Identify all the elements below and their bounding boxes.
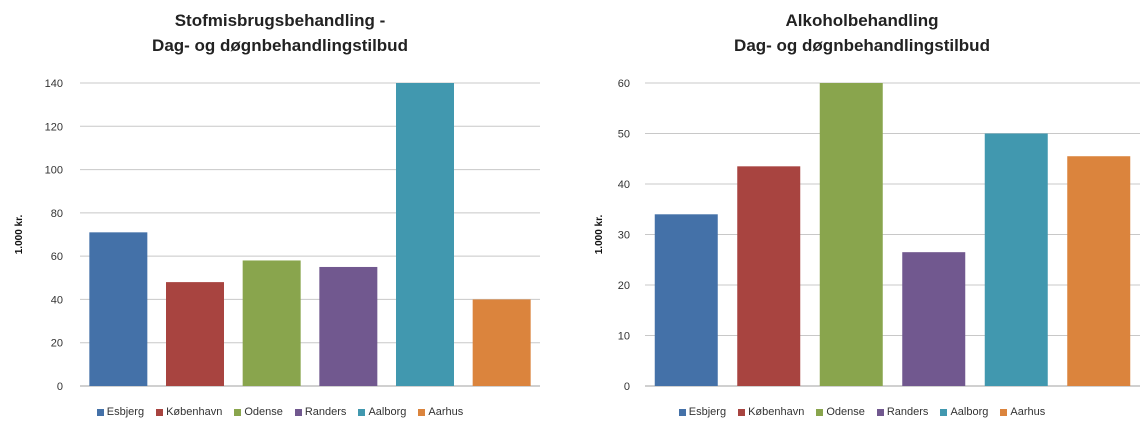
legend-item: København [156,406,222,418]
y-axis-label: 1.000 kr. [594,215,605,255]
legend-swatch [358,408,366,416]
bar-aalborg [984,133,1048,386]
bar-randers [902,252,966,386]
bar-aarhus [1067,156,1131,386]
bar-kobenhavn [737,166,801,386]
bar-chart-alkohol: 0 10 20 30 40 50 60 1.000 kr. [594,78,1140,393]
chart-title-line-1: Alkoholbehandling [785,11,939,30]
legend-swatch [418,408,426,416]
y-tick-label: 120 [45,121,63,133]
legend-swatch [876,408,884,416]
bar-esbjerg [89,232,148,386]
chart-legend: Esbjerg København Odense Randers Aalborg Aarh… [0,406,560,418]
bar-odense [819,83,883,386]
bar-odense [242,260,301,386]
y-tick-label: 100 [45,165,63,177]
bar-esbjerg [654,214,718,386]
legend-label: Randers [304,406,347,418]
legend-label: Randers [886,406,929,418]
legend-item: Randers [876,406,929,418]
legend-swatch [940,408,948,416]
y-tick-label: 20 [618,280,630,292]
legend-swatch [738,408,746,416]
legend-item: Aarhus [1000,406,1045,418]
legend-item: Aalborg [358,406,406,418]
legend-item: København [738,406,804,418]
chart-title-line-2: Dag- og døgnbehandlingstilbud [152,36,408,55]
legend-item: Randers [294,406,347,418]
legend-item: Aalborg [940,406,988,418]
y-tick-label: 140 [45,78,63,90]
legend-swatch [156,408,164,416]
legend-label: København [166,406,223,418]
legend-label: Aalborg [950,406,989,418]
legend-item: Odense [234,406,283,418]
chart-legend: Esbjerg København Odense Randers Aalborg Aarh… [580,406,1144,418]
bar-chart-stofmisbrug: 0 20 40 60 80 100 120 140 1.000 kr. [14,78,540,393]
y-tick-label: 10 [618,331,630,343]
legend-swatch [96,408,104,416]
y-tick-label: 50 [618,129,630,141]
legend-label: Esbjerg [688,406,727,418]
bar-aalborg [396,83,454,386]
y-tick-label: 0 [624,381,630,393]
y-tick-label: 80 [51,208,63,220]
legend-label: Aarhus [428,406,464,418]
legend-swatch [678,408,686,416]
legend-swatch [294,408,302,416]
bar-kobenhavn [166,282,224,386]
legend-item: Esbjerg [678,406,727,418]
y-tick-label: 30 [618,230,630,242]
legend-label: Aalborg [368,406,407,418]
chart-title: Alkoholbehandling Dag- og døgnbehandling… [580,8,1144,58]
chart-panel-stofmisbrug: Stofmisbrugsbehandling - Dag- og døgnbeh… [0,0,560,425]
y-axis-label: 1.000 kr. [14,215,25,255]
legend-label: Esbjerg [106,406,145,418]
y-tick-label: 20 [51,338,63,350]
chart-title: Stofmisbrugsbehandling - Dag- og døgnbeh… [0,8,560,58]
chart-panel-alkohol: Alkoholbehandling Dag- og døgnbehandling… [580,0,1144,425]
y-tick-label: 60 [51,251,63,263]
chart-title-line-2: Dag- og døgnbehandlingstilbud [734,36,990,55]
legend-label: Odense [826,406,865,418]
y-tick-label: 40 [618,179,630,191]
y-tick-label: 0 [57,381,63,393]
legend-swatch [234,408,242,416]
legend-item: Odense [816,406,865,418]
bar-aarhus [472,299,531,386]
y-tick-label: 60 [618,78,630,90]
legend-label: København [748,406,805,418]
chart-title-line-1: Stofmisbrugsbehandling - [174,11,386,30]
legend-swatch [816,408,824,416]
legend-label: Aarhus [1010,406,1046,418]
legend-label: Odense [244,406,283,418]
y-tick-label: 40 [51,294,63,306]
legend-item: Aarhus [418,406,463,418]
legend-item: Esbjerg [96,406,145,418]
legend-swatch [1000,408,1008,416]
bar-randers [319,266,378,386]
